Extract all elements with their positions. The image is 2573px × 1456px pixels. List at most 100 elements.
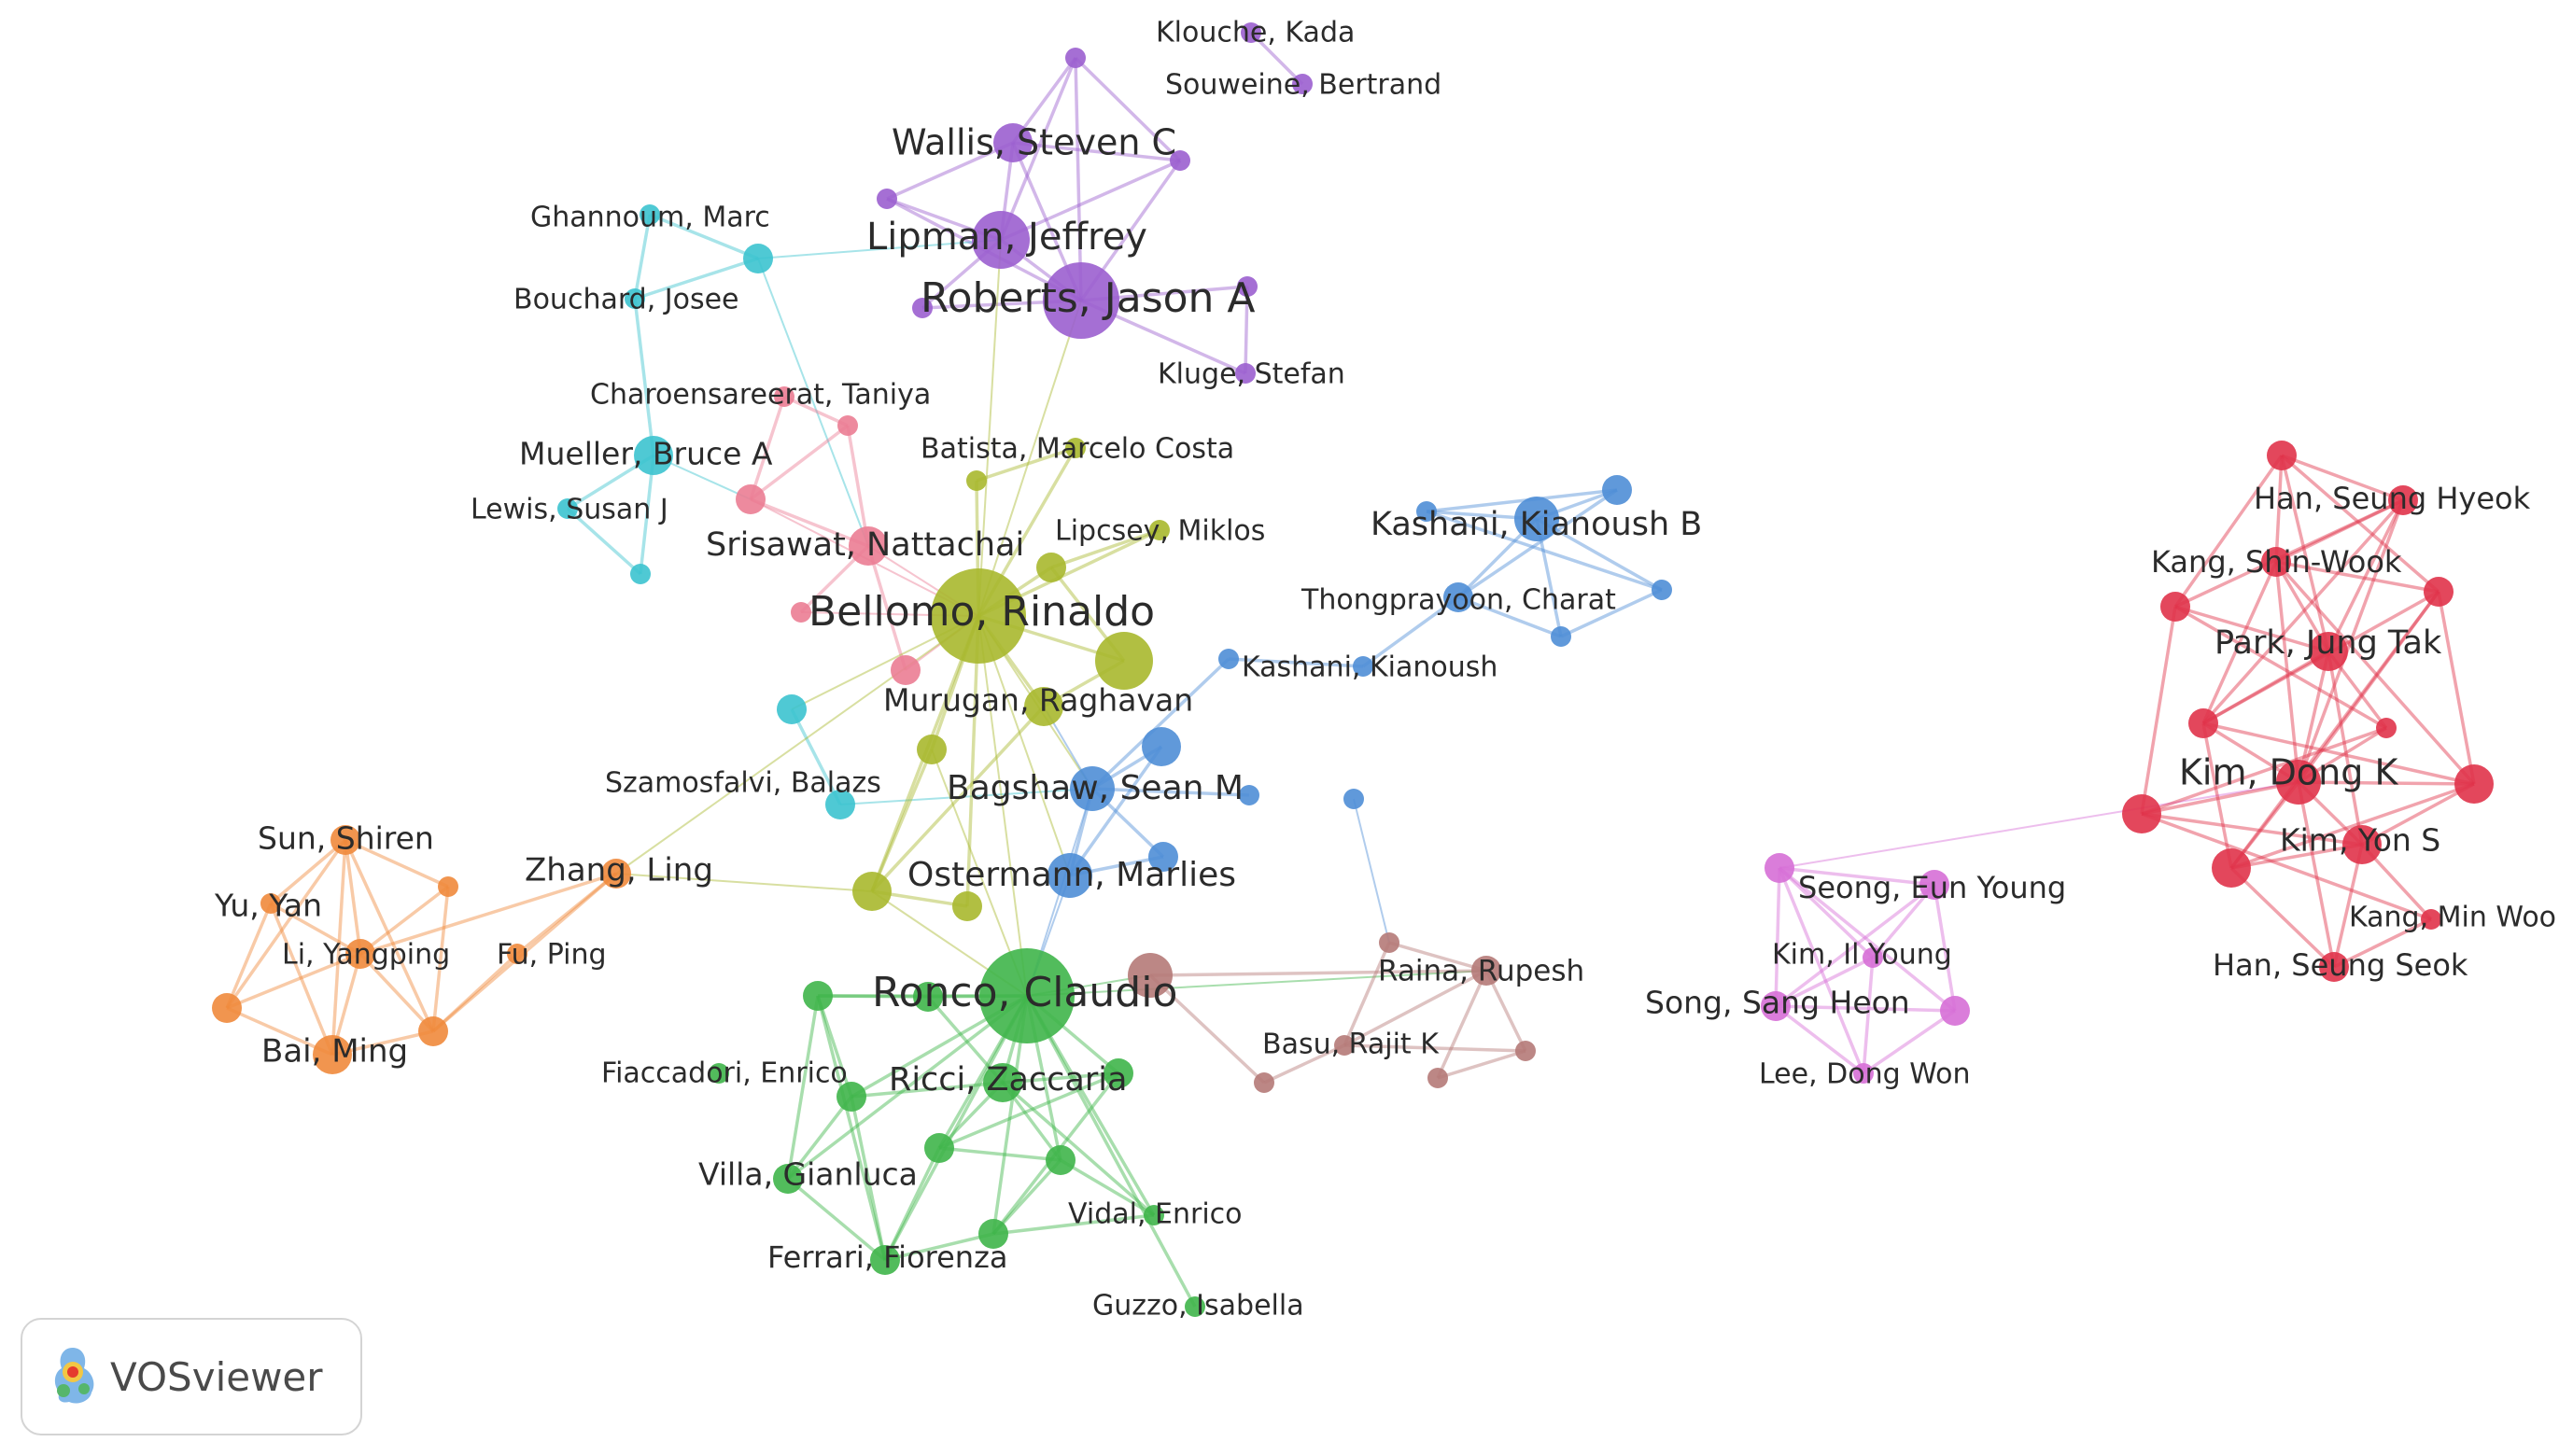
node-green_b[interactable]	[913, 982, 943, 1012]
node-seong[interactable]	[1919, 870, 1949, 900]
node-bai[interactable]	[313, 1035, 352, 1074]
node-magenta_b[interactable]	[1940, 996, 1970, 1026]
node-red_e[interactable]	[2376, 718, 2397, 738]
node-magenta_a[interactable]	[1765, 853, 1794, 883]
node-red_b[interactable]	[2160, 592, 2190, 622]
node-han_sh[interactable]	[2388, 485, 2418, 515]
node-cyan_b[interactable]	[630, 564, 651, 584]
node-blue_d[interactable]	[1551, 626, 1571, 647]
node-fiaccadori[interactable]	[709, 1063, 729, 1084]
node-thongprayoon[interactable]	[1443, 582, 1473, 612]
node-fu[interactable]	[507, 944, 527, 964]
node-song[interactable]	[1761, 991, 1791, 1021]
node-olive_e[interactable]	[852, 872, 892, 911]
node-red_d[interactable]	[2188, 708, 2218, 738]
node-szamosfalvi[interactable]	[825, 790, 855, 819]
node-red_f[interactable]	[2454, 764, 2494, 804]
node-red_g[interactable]	[2122, 794, 2161, 833]
node-kang_sw[interactable]	[2261, 547, 2291, 577]
node-ghannoum[interactable]	[640, 204, 660, 225]
node-olive_c[interactable]	[1095, 632, 1153, 690]
node-blue_b[interactable]	[1416, 501, 1437, 522]
node-pink_a[interactable]	[837, 415, 858, 436]
node-pink_c[interactable]	[791, 602, 811, 623]
node-olive_d[interactable]	[917, 735, 947, 764]
node-brown_b[interactable]	[1379, 932, 1399, 953]
node-kim_iy[interactable]	[1863, 947, 1883, 968]
node-blue_c[interactable]	[1652, 580, 1672, 600]
node-klouche[interactable]	[1241, 22, 1261, 43]
node-blue_e[interactable]	[1218, 649, 1239, 669]
node-park[interactable]	[2309, 632, 2348, 671]
node-blue_i[interactable]	[1148, 842, 1178, 872]
node-lipcsey[interactable]	[1149, 520, 1170, 540]
node-brown_e[interactable]	[1254, 1072, 1274, 1093]
node-srisawat[interactable]	[849, 526, 888, 566]
node-red_h[interactable]	[2212, 848, 2251, 888]
node-blue_h[interactable]	[1343, 789, 1364, 809]
node-kang_mw[interactable]	[2421, 909, 2441, 930]
node-blue_f[interactable]	[1142, 727, 1181, 766]
node-orange_b[interactable]	[212, 993, 242, 1023]
node-roberts[interactable]	[1043, 262, 1119, 339]
node-red_a[interactable]	[2267, 441, 2297, 470]
node-sun[interactable]	[330, 825, 360, 855]
node-bellomo[interactable]	[931, 568, 1026, 664]
node-bouchard[interactable]	[625, 288, 645, 309]
node-kim_ys[interactable]	[2342, 825, 2382, 864]
node-blue_a[interactable]	[1602, 475, 1632, 505]
node-brown_c[interactable]	[1515, 1041, 1536, 1061]
node-zhang[interactable]	[601, 859, 631, 889]
node-green_d[interactable]	[1104, 1058, 1133, 1088]
node-yu[interactable]	[260, 893, 281, 914]
node-lipman[interactable]	[972, 211, 1030, 269]
node-villa[interactable]	[773, 1164, 803, 1194]
node-green_e[interactable]	[924, 1133, 954, 1163]
node-purple_b[interactable]	[1170, 150, 1190, 171]
node-orange_a[interactable]	[438, 876, 458, 897]
node-orange_c[interactable]	[418, 1016, 448, 1046]
node-bagshaw[interactable]	[1070, 766, 1115, 811]
node-brown_a[interactable]	[1128, 953, 1173, 998]
node-purple_c[interactable]	[877, 189, 897, 209]
node-green_g[interactable]	[978, 1219, 1008, 1249]
node-souweine[interactable]	[1292, 74, 1313, 94]
node-vidal[interactable]	[1144, 1205, 1164, 1225]
node-basu[interactable]	[1334, 1035, 1355, 1056]
node-cyan_c[interactable]	[777, 694, 807, 724]
node-batista[interactable]	[1065, 438, 1086, 458]
node-olive_b[interactable]	[1036, 553, 1066, 582]
node-green_a[interactable]	[803, 981, 833, 1011]
node-kashani_kb[interactable]	[1514, 497, 1559, 541]
node-ferrari[interactable]	[870, 1245, 900, 1275]
node-pink_b[interactable]	[736, 484, 766, 514]
node-li[interactable]	[345, 939, 375, 969]
node-charoensareerat[interactable]	[774, 386, 794, 407]
node-olive_a[interactable]	[966, 470, 987, 491]
node-wallis[interactable]	[993, 123, 1033, 162]
node-han_ss[interactable]	[2319, 952, 2349, 982]
node-mueller[interactable]	[634, 436, 673, 475]
node-lee[interactable]	[1853, 1063, 1874, 1084]
node-purple_a[interactable]	[1065, 48, 1086, 68]
node-pink_d[interactable]	[891, 655, 921, 685]
node-olive_f[interactable]	[952, 891, 982, 921]
node-lewis[interactable]	[557, 498, 578, 519]
node-blue_g[interactable]	[1239, 785, 1259, 805]
node-murugan[interactable]	[1024, 687, 1063, 726]
node-kim_dk[interactable]	[2276, 760, 2321, 805]
node-ricci[interactable]	[983, 1063, 1022, 1102]
node-guzzo[interactable]	[1185, 1296, 1205, 1317]
node-brown_d[interactable]	[1427, 1068, 1448, 1088]
node-kluge[interactable]	[1235, 363, 1256, 384]
node-raina[interactable]	[1471, 956, 1501, 986]
node-purple_e[interactable]	[1237, 276, 1258, 297]
node-green_c[interactable]	[837, 1082, 866, 1112]
node-red_c[interactable]	[2424, 577, 2453, 607]
node-green_f[interactable]	[1046, 1145, 1076, 1175]
node-kashani_k[interactable]	[1353, 656, 1373, 677]
node-ostermann[interactable]	[1047, 853, 1092, 898]
node-purple_d[interactable]	[912, 298, 933, 318]
node-cyan_a[interactable]	[743, 244, 773, 273]
node-ronco[interactable]	[979, 948, 1075, 1043]
